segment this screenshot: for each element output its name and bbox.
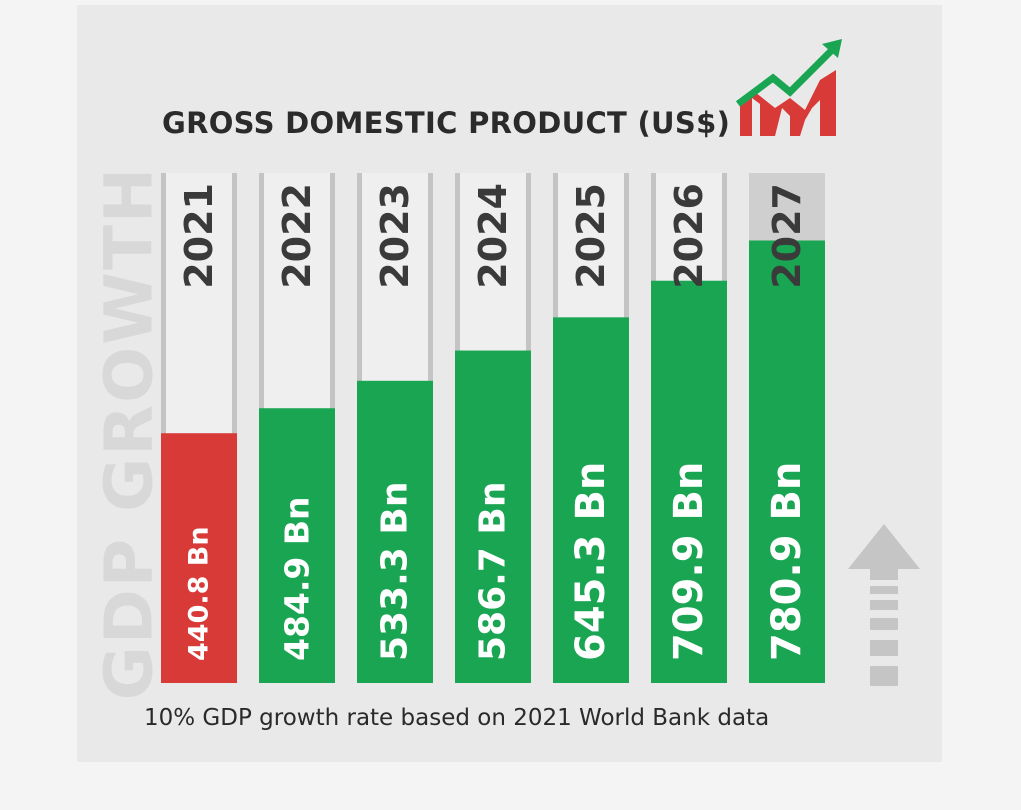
bar-track-shade — [232, 173, 237, 683]
chart-title: GROSS DOMESTIC PRODUCT (US$) — [162, 106, 731, 140]
bars-group: 2021 440.8 Bn 2022 484.9 Bn 2023 533.3 Bn 2024… — [161, 173, 825, 684]
growth-chart-icon — [735, 39, 842, 136]
bar — [357, 380, 433, 683]
value-label: 484.9 Bn — [278, 496, 317, 661]
year-label: 2026 — [667, 183, 711, 289]
year-label: 2023 — [373, 183, 417, 289]
value-label: 586.7 Bn — [473, 482, 514, 661]
year-label: 2021 — [177, 183, 221, 289]
value-label: 533.3 Bn — [375, 482, 416, 661]
bar — [259, 408, 335, 683]
bar — [161, 433, 237, 683]
bar — [651, 280, 727, 683]
up-arrow-icon — [848, 524, 920, 686]
bar — [553, 317, 629, 683]
year-label: 2027 — [765, 183, 809, 289]
year-label: 2022 — [275, 183, 319, 289]
year-label: 2024 — [471, 183, 515, 289]
footnote: 10% GDP growth rate based on 2021 World … — [144, 705, 770, 731]
year-label: 2025 — [569, 183, 613, 289]
value-label: 645.3 Bn — [568, 462, 614, 661]
value-label: 440.8 Bn — [184, 526, 215, 661]
value-label: 780.9 Bn — [764, 462, 810, 661]
bar — [749, 240, 825, 684]
value-label: 709.9 Bn — [666, 462, 712, 661]
bar — [455, 350, 531, 683]
bar-track-shade — [161, 173, 166, 683]
